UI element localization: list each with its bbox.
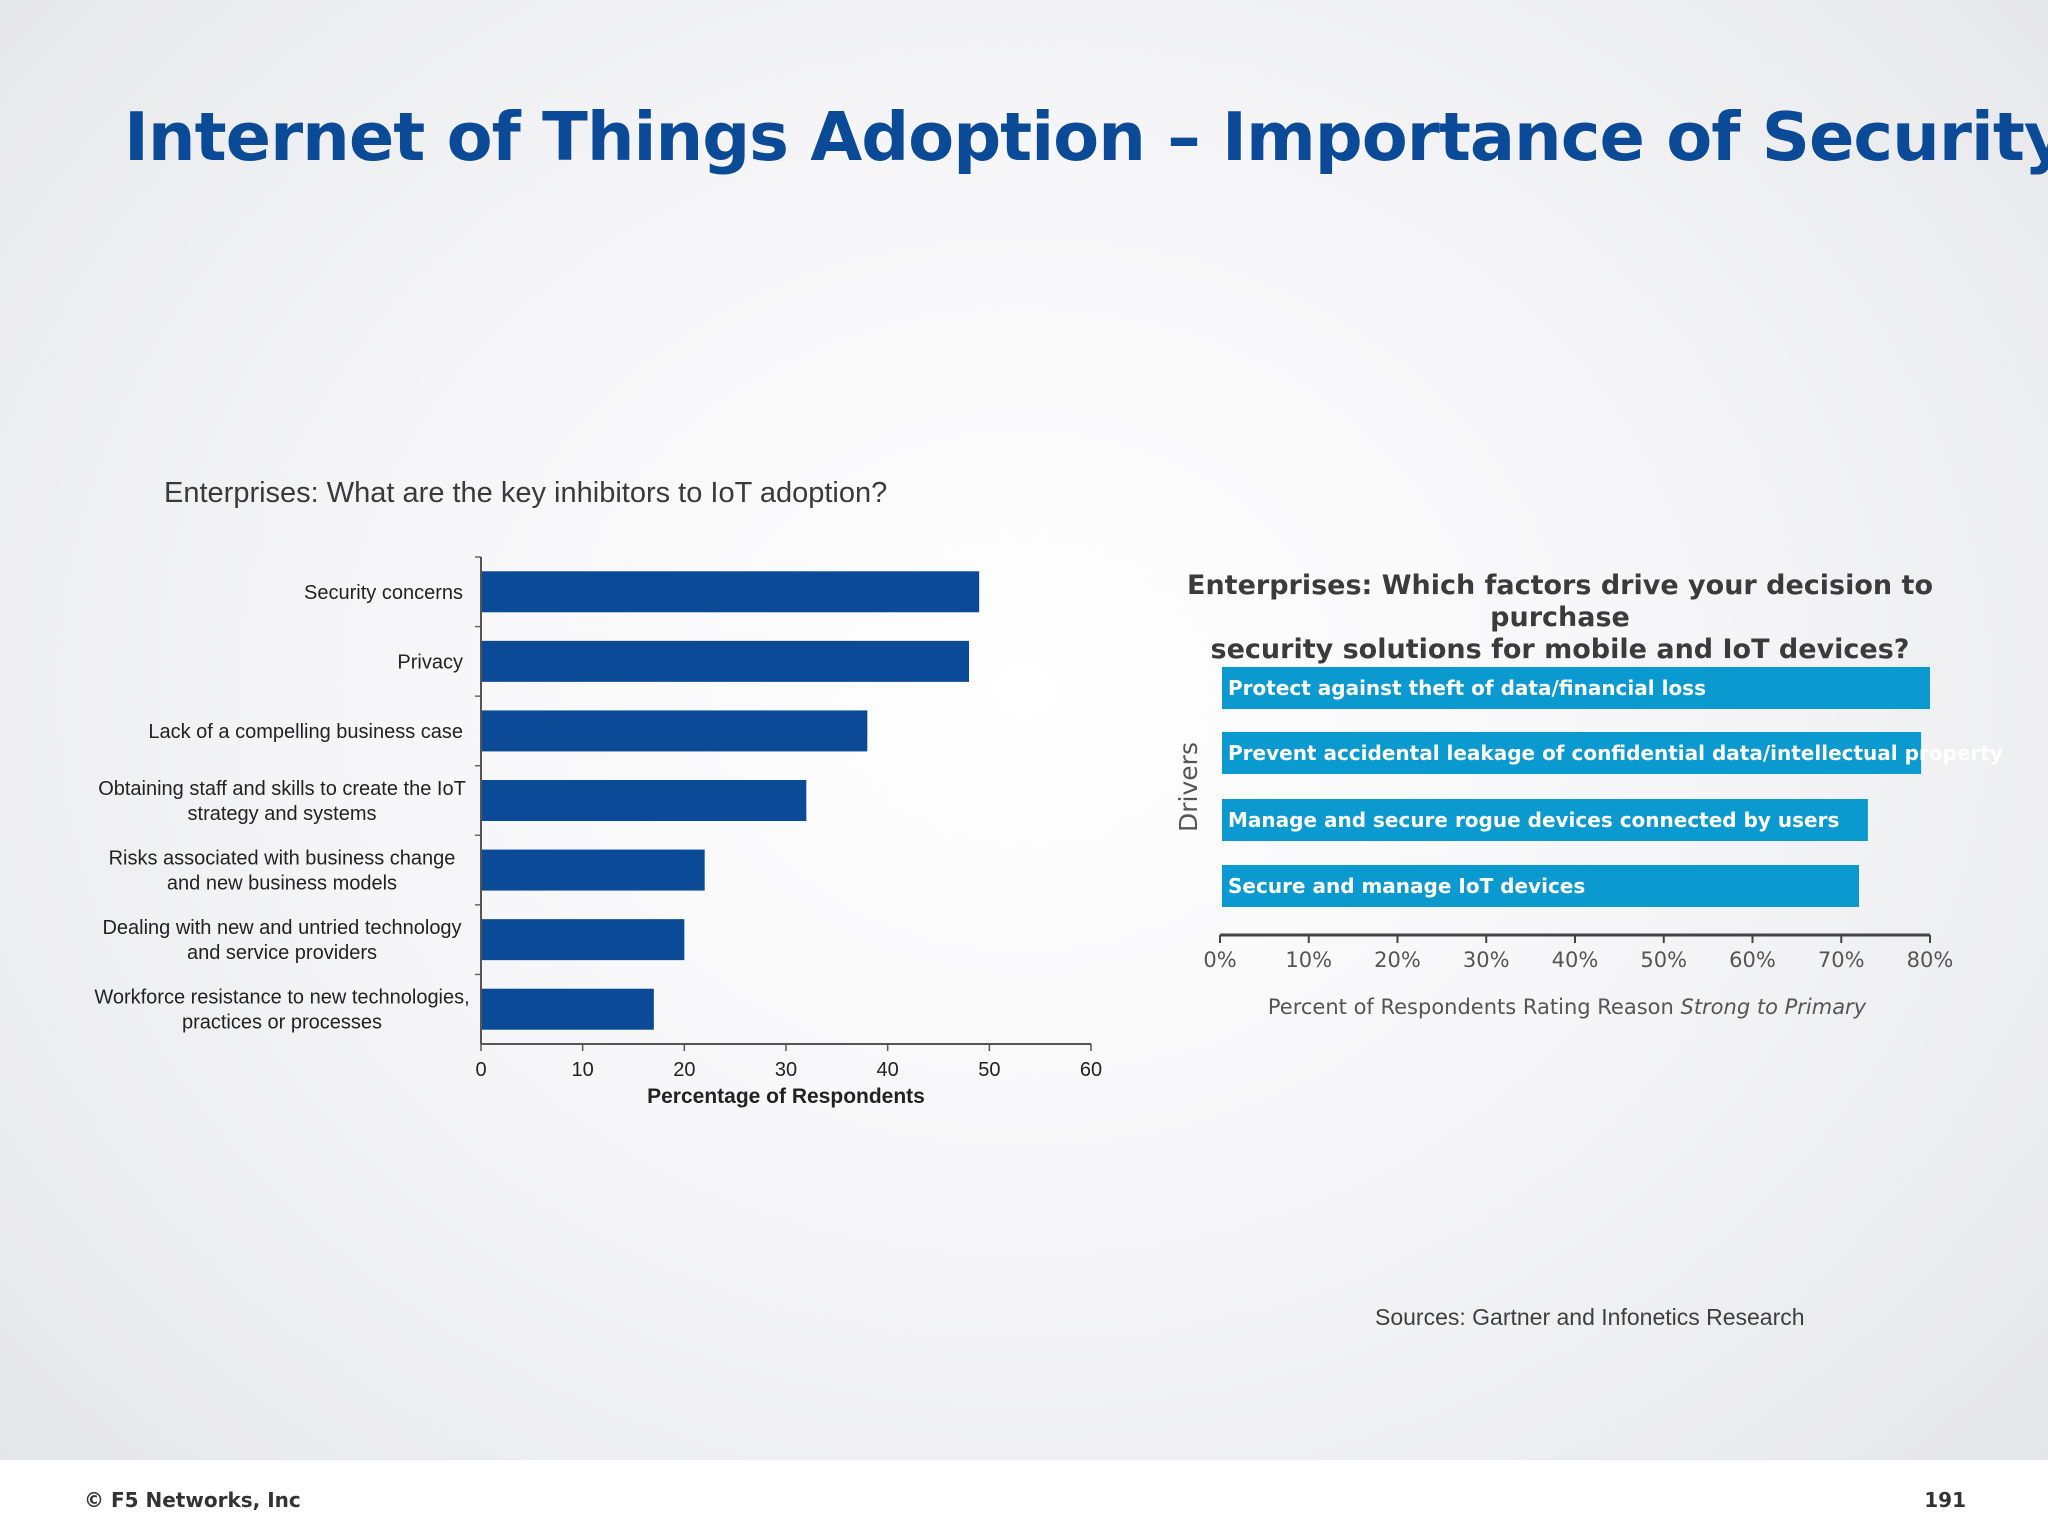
driver-bar-label: Secure and manage IoT devices: [1228, 874, 1585, 898]
slide-title: Internet of Things Adoption – Importance…: [124, 98, 2048, 176]
chart2-title-line-1: Enterprises: Which factors drive your de…: [1187, 570, 1933, 633]
inhibitor-category-label: and new business models: [167, 873, 397, 895]
inhibitor-category-label: Workforce resistance to new technologies…: [94, 987, 469, 1009]
x-tick-label: 20: [673, 1059, 695, 1081]
x-axis-label-italic: Strong to Primary: [1680, 995, 1866, 1019]
inhibitor-category-label: practices or processes: [182, 1012, 382, 1034]
inhibitor-bar: [481, 780, 807, 821]
sources-note: Sources: Gartner and Infonetics Research: [1375, 1304, 1805, 1330]
x-tick-label: 70%: [1818, 948, 1865, 972]
driver-bar-label: Prevent accidental leakage of confidenti…: [1228, 741, 2003, 765]
x-tick-label: 0: [475, 1059, 486, 1081]
driver-bar: [1222, 667, 1930, 709]
inhibitor-bar: [481, 640, 969, 682]
inhibitor-category-label: strategy and systems: [188, 803, 377, 825]
inhibitor-category-label: Dealing with new and untried technology: [102, 917, 461, 939]
x-tick-label: 0%: [1203, 948, 1236, 972]
page-number: 191: [1924, 1488, 1966, 1512]
driver-bar-label: Manage and secure rogue devices connecte…: [1228, 808, 1839, 832]
inhibitor-category-label: Risks associated with business change: [109, 848, 456, 870]
x-tick-label: 20%: [1374, 948, 1421, 972]
inhibitor-bar: [481, 919, 685, 961]
x-axis-label: Percentage of Respondents: [647, 1085, 925, 1108]
slide-footer: © F5 Networks, Inc 191: [0, 1460, 2048, 1536]
driver-bar: [1222, 799, 1868, 841]
x-axis-label: Percent of Respondents Rating Reason Str…: [1268, 995, 1867, 1019]
x-tick-label: 80%: [1907, 948, 1954, 972]
chart2-title-line-2: security solutions for mobile and IoT de…: [1210, 634, 1910, 665]
x-tick-label: 30%: [1463, 948, 1510, 972]
inhibitor-category-label: and service providers: [187, 942, 377, 964]
y-axis-label: Drivers: [1174, 742, 1203, 832]
chart2-title: Enterprises: Which factors drive your de…: [1160, 570, 1960, 666]
x-tick-label: 10: [572, 1059, 594, 1081]
x-tick-label: 50%: [1640, 948, 1687, 972]
driver-bar-label: Protect against theft of data/financial …: [1228, 676, 1706, 700]
x-tick-label: 60%: [1729, 948, 1776, 972]
x-tick-label: 40: [877, 1059, 899, 1081]
inhibitor-bar: [481, 710, 868, 752]
inhibitor-category-label: Privacy: [397, 651, 463, 673]
driver-bar: [1222, 732, 1922, 774]
inhibitor-bar: [481, 849, 705, 891]
x-tick-label: 30: [775, 1059, 797, 1081]
driver-bar: [1222, 865, 1859, 907]
inhibitor-bar: [481, 571, 980, 613]
inhibitor-category-label: Security concerns: [304, 582, 463, 604]
chart1-title: Enterprises: What are the key inhibitors…: [164, 477, 888, 509]
copyright-text: © F5 Networks, Inc: [84, 1488, 301, 1512]
x-tick-label: 50: [978, 1059, 1000, 1081]
inhibitor-category-label: Obtaining staff and skills to create the…: [98, 778, 466, 800]
inhibitor-bar: [481, 988, 654, 1030]
x-axis-label-prefix: Percent of Respondents Rating Reason: [1268, 995, 1681, 1019]
x-tick-label: 40%: [1552, 948, 1599, 972]
inhibitor-category-label: Lack of a compelling business case: [148, 721, 463, 743]
x-tick-label: 60: [1080, 1059, 1102, 1081]
x-tick-label: 10%: [1285, 948, 1332, 972]
